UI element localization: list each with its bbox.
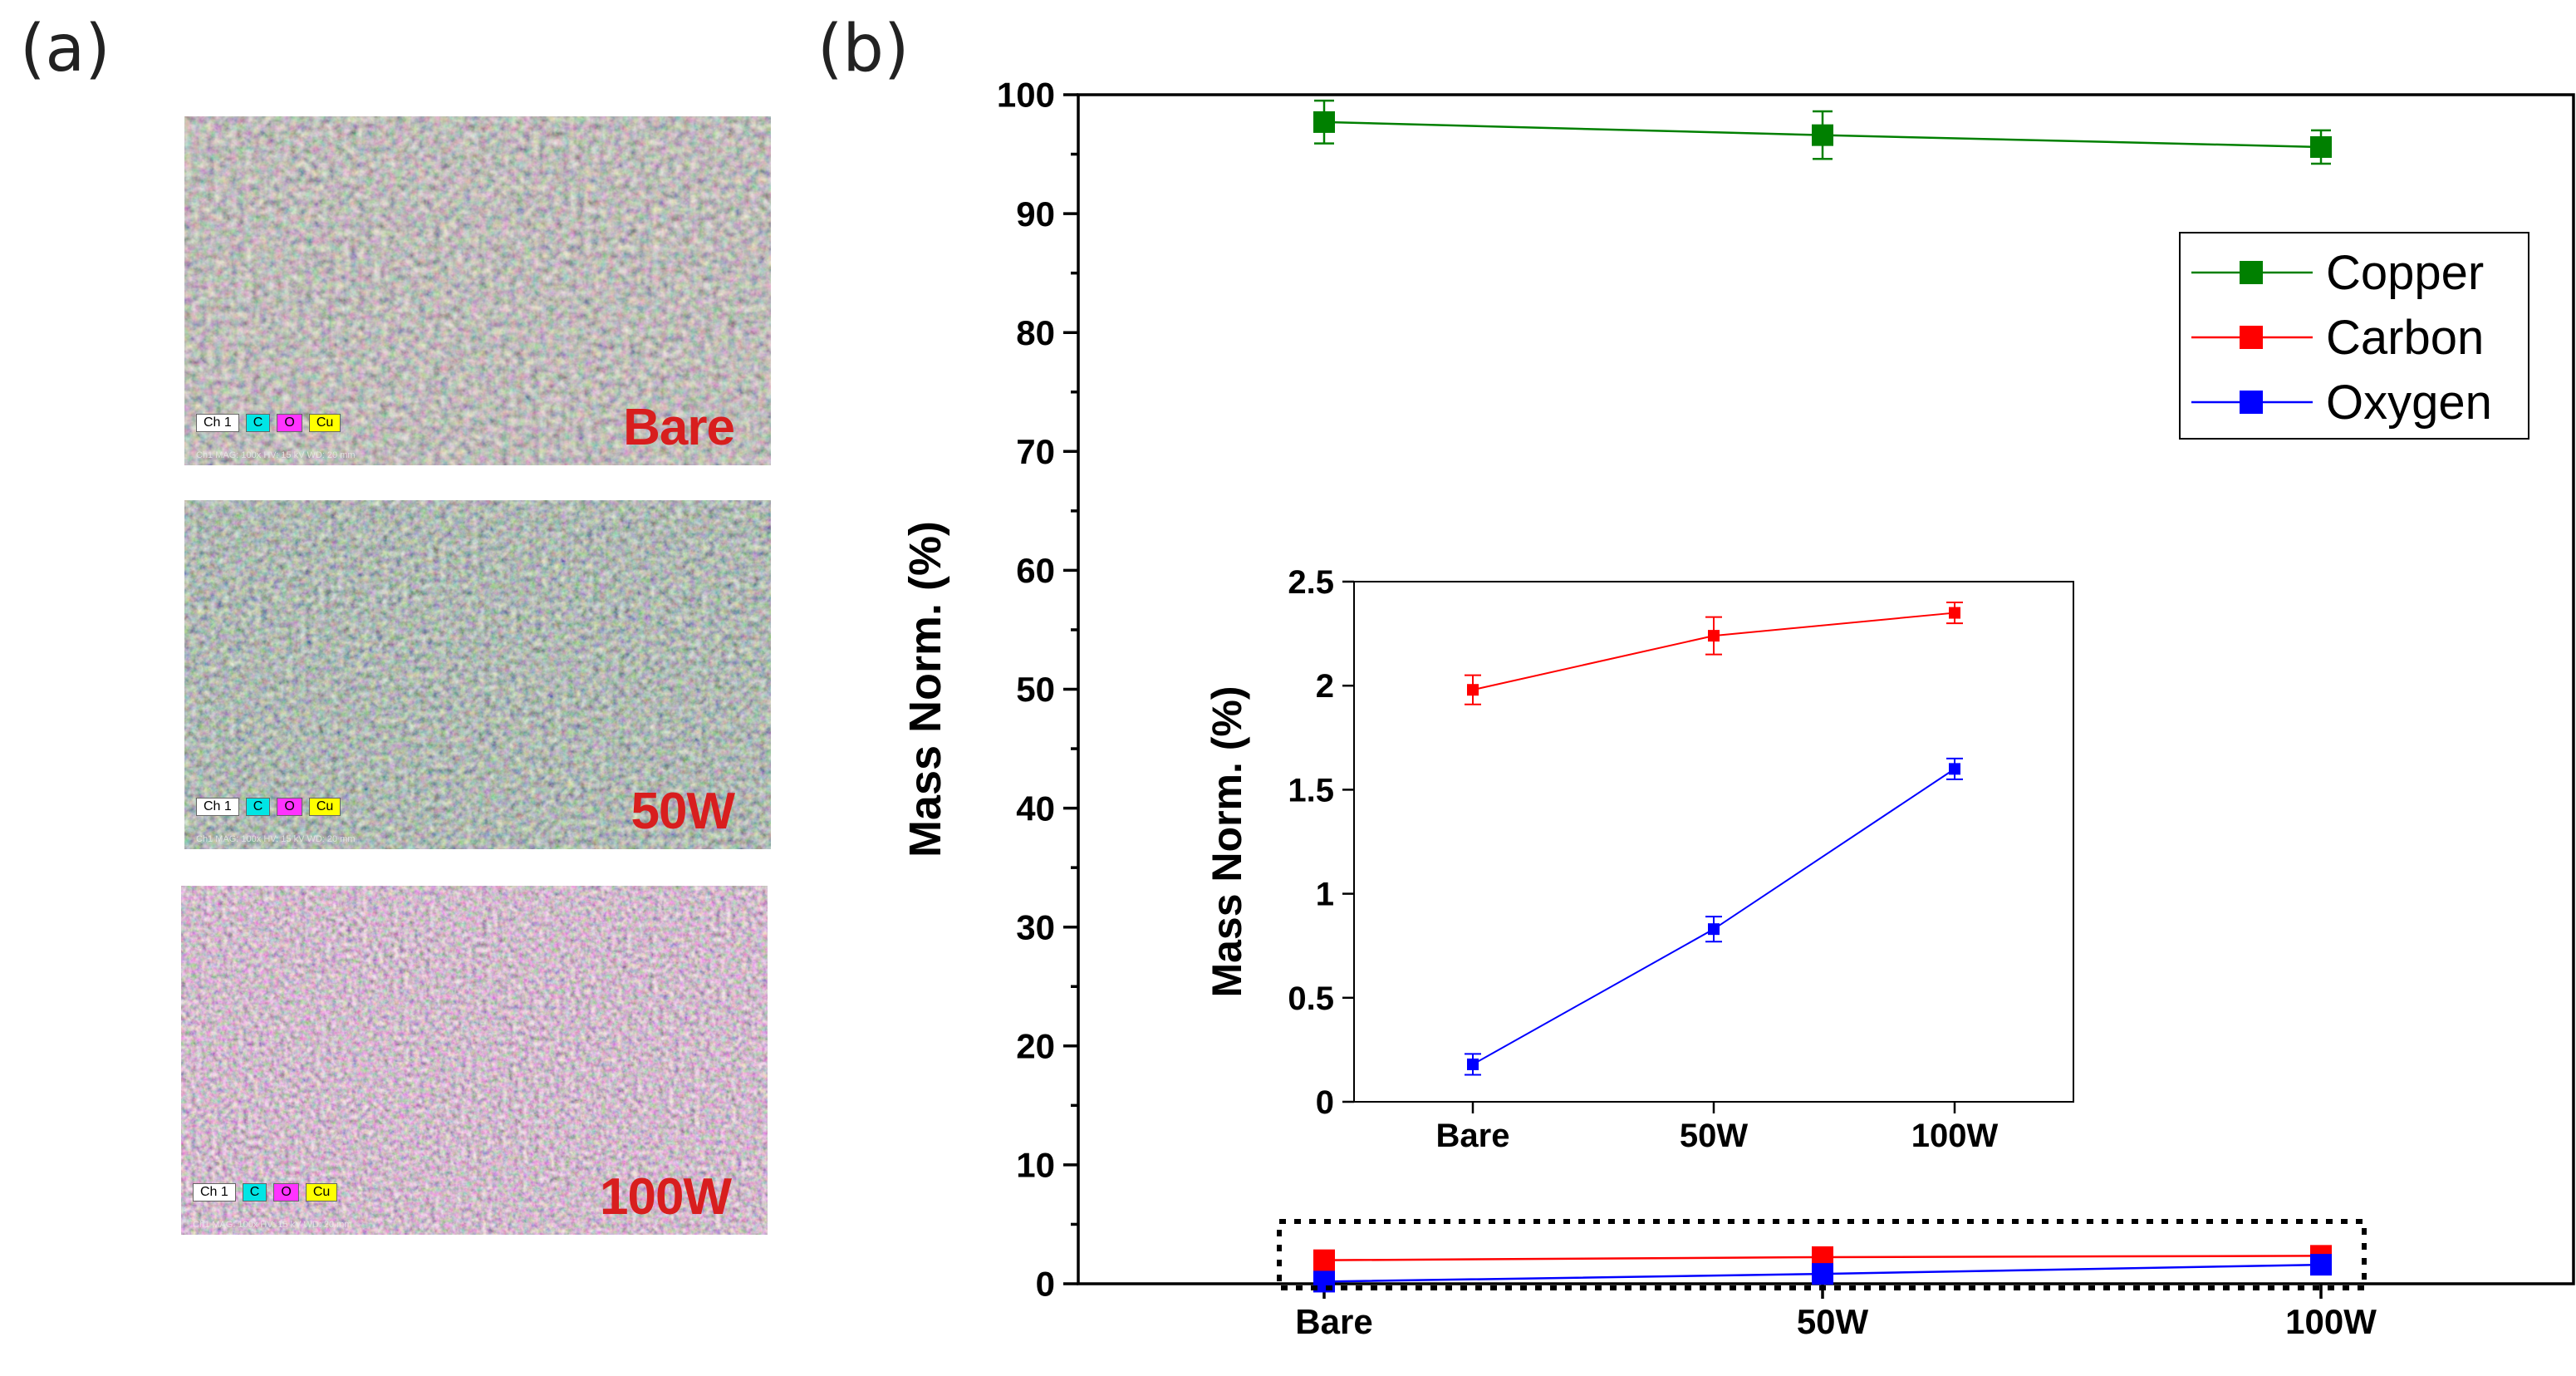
inset-point-oxygen	[1467, 1058, 1479, 1070]
edx-texture	[181, 886, 768, 1235]
legend-box	[2179, 232, 2529, 440]
main-y-tick-label: 50	[1016, 670, 1055, 709]
inset-point-carbon	[1467, 684, 1479, 696]
edx-map-50w: Ch 1 C O Cu Ch1 MAG: 100x HV: 15 kV WD: …	[184, 500, 771, 849]
inset-y-tick-label: 2	[1316, 668, 1334, 705]
channel-chip-o: O	[273, 1183, 299, 1202]
inset-point-carbon	[1708, 630, 1720, 642]
inset-y-axis-label: Mass Norm. (%)	[1204, 686, 1250, 997]
legend-marker-copper	[2240, 261, 2263, 284]
main-x-tick-label: Bare	[1295, 1302, 1372, 1341]
main-x-tick-label: 50W	[1797, 1302, 1869, 1341]
inset-x-tick-label: 100W	[1911, 1118, 1999, 1154]
main-point-oxygen	[2310, 1254, 2332, 1276]
sample-label-100w: 100W	[600, 1168, 732, 1226]
sample-label-bare: Bare	[623, 399, 735, 456]
inset-y-tick-label: 1	[1316, 877, 1334, 913]
main-point-copper	[2310, 135, 2332, 158]
main-point-oxygen	[1812, 1263, 1833, 1285]
legend-label-copper: Copper	[2326, 246, 2484, 300]
edx-map-bare: Ch 1 C O Cu Ch1 MAG: 100x HV: 15 kV WD: …	[184, 116, 771, 465]
main-y-tick-label: 10	[1016, 1146, 1055, 1185]
legend-label-oxygen: Oxygen	[2326, 376, 2492, 430]
inset-point-oxygen	[1949, 763, 1960, 775]
edx-channel-legend: Ch 1 C O Cu	[196, 414, 341, 432]
legend-marker-oxygen	[2240, 391, 2263, 414]
edx-footer: Ch1 MAG: 100x HV: 15 kV WD: 20 mm	[196, 450, 356, 460]
channel-chip-ch1: Ch 1	[193, 1183, 236, 1202]
edx-footer: Ch1 MAG: 100x HV: 15 kV WD: 20 mm	[193, 1220, 352, 1230]
channel-chip-cu: Cu	[308, 798, 341, 816]
panel-a-label: (a)	[20, 12, 110, 86]
main-point-copper	[1313, 111, 1335, 133]
edx-map-100w: Ch 1 C O Cu Ch1 MAG: 100x HV: 15 kV WD: …	[181, 886, 768, 1235]
channel-chip-c: C	[245, 414, 271, 432]
edx-texture	[184, 500, 771, 849]
legend-marker-carbon	[2240, 326, 2263, 349]
main-point-carbon	[1313, 1249, 1335, 1271]
inset-y-tick-label: 1.5	[1288, 772, 1334, 808]
main-y-tick-label: 40	[1016, 789, 1055, 828]
inset-y-tick-label: 0.5	[1288, 980, 1334, 1017]
inset-point-oxygen	[1708, 923, 1720, 936]
main-y-tick-label: 70	[1016, 432, 1055, 471]
inset-x-tick-label: Bare	[1436, 1118, 1510, 1154]
channel-chip-o: O	[277, 414, 302, 432]
main-y-axis-label: Mass Norm. (%)	[900, 521, 950, 858]
panel-b-label: (b)	[817, 12, 910, 86]
channel-chip-c: C	[245, 798, 271, 816]
highlight-box	[1277, 1219, 2367, 1290]
main-y-tick-label: 0	[1036, 1265, 1055, 1304]
main-point-copper	[1812, 124, 1833, 146]
channel-chip-o: O	[277, 798, 302, 816]
sample-label-50w: 50W	[631, 783, 735, 840]
edx-texture	[184, 116, 771, 465]
channel-chip-cu: Cu	[308, 414, 341, 432]
main-y-tick-label: 60	[1016, 551, 1055, 590]
channel-chip-c: C	[242, 1183, 267, 1202]
edx-channel-legend: Ch 1 C O Cu	[193, 1183, 338, 1202]
inset-point-carbon	[1949, 607, 1960, 619]
main-y-tick-label: 30	[1016, 907, 1055, 946]
channel-chip-ch1: Ch 1	[196, 798, 239, 816]
legend-label-carbon: Carbon	[2326, 311, 2484, 365]
main-y-tick-label: 20	[1016, 1027, 1055, 1066]
channel-chip-cu: Cu	[305, 1183, 338, 1202]
inset-y-tick-label: 0	[1316, 1084, 1334, 1121]
main-y-tick-label: 90	[1016, 194, 1055, 233]
channel-chip-ch1: Ch 1	[196, 414, 239, 432]
inset-plot-frame	[1353, 581, 2074, 1103]
edx-footer: Ch1 MAG: 100x HV: 15 kV WD: 20 mm	[196, 834, 356, 844]
main-y-tick-label: 80	[1016, 313, 1055, 352]
inset-y-tick-label: 2.5	[1288, 564, 1334, 601]
inset-x-tick-label: 50W	[1680, 1118, 1748, 1154]
main-y-tick-label: 100	[997, 76, 1055, 115]
edx-channel-legend: Ch 1 C O Cu	[196, 798, 341, 816]
main-x-tick-label: 100W	[2285, 1302, 2377, 1341]
